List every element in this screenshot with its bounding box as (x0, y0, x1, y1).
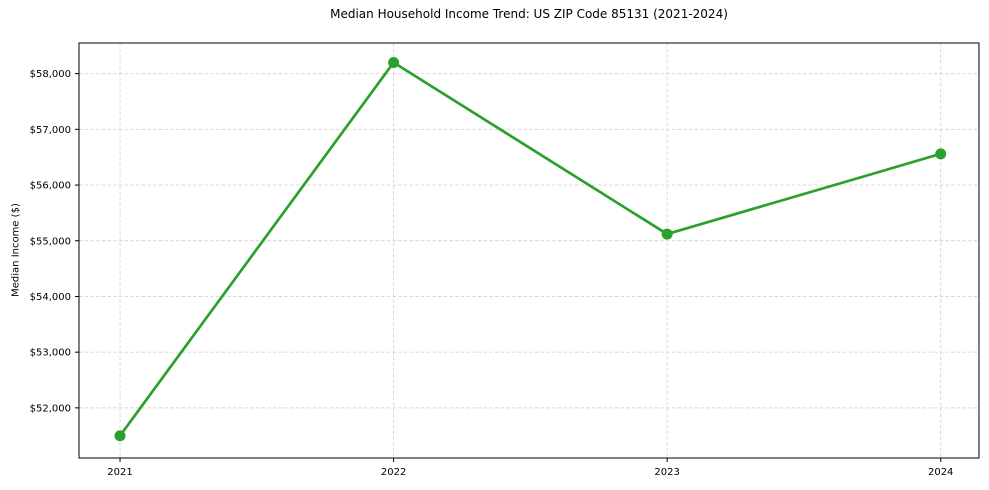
chart-title: Median Household Income Trend: US ZIP Co… (330, 7, 728, 21)
y-tick-label: $56,000 (30, 181, 71, 192)
trend-line (118, 61, 943, 438)
y-tick-label: $58,000 (30, 69, 71, 80)
y-tick-label: $52,000 (30, 403, 71, 414)
x-tick-label: 2023 (654, 467, 679, 478)
data-point-2023 (661, 228, 673, 240)
y-tick-label: $53,000 (30, 348, 71, 359)
y-tick-label: $54,000 (30, 292, 71, 303)
x-tick-label: 2022 (381, 467, 406, 478)
data-point-2022 (388, 56, 400, 68)
data-point-2021 (114, 430, 126, 442)
y-tick-label: $55,000 (30, 236, 71, 247)
plot-border (78, 42, 980, 459)
data-point-2024 (935, 148, 947, 160)
x-tick-label: 2021 (107, 467, 132, 478)
x-tick-label: 2024 (928, 467, 953, 478)
y-tick-label: $57,000 (30, 125, 71, 136)
